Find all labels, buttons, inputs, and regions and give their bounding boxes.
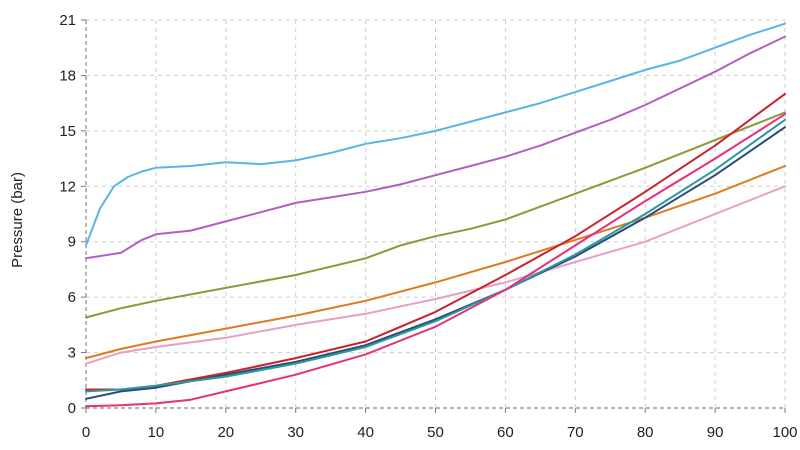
- y-tick-label-3: 9: [68, 234, 76, 251]
- series-line-4: [85, 165, 786, 360]
- x-tick-labels: 0 10 20 30 40 50 60 70 80 90 100: [82, 424, 798, 441]
- y-tick-label-1: 3: [68, 345, 76, 362]
- x-tick-label-5: 50: [427, 424, 444, 441]
- x-tick-label-2: 20: [217, 424, 234, 441]
- x-tick-label-6: 60: [497, 424, 514, 441]
- series-line-7: [85, 126, 786, 400]
- y-tick-labels: 0 3 6 9 12 15 18 21: [59, 12, 76, 417]
- y-tick-label-2: 6: [68, 289, 76, 306]
- x-tick-label-3: 30: [287, 424, 304, 441]
- y-axis-title: Pressure (bar): [9, 172, 26, 268]
- x-tick-label-7: 70: [567, 424, 584, 441]
- series-line-8: [85, 118, 786, 393]
- y-tick-label-6: 18: [59, 67, 76, 84]
- series-line-1: [85, 22, 786, 247]
- series-line-5: [85, 185, 786, 365]
- x-tick-label-1: 10: [148, 424, 165, 441]
- x-tick-label-8: 80: [637, 424, 654, 441]
- y-tick-label-7: 21: [59, 12, 76, 29]
- y-tick-label-4: 12: [59, 178, 76, 195]
- y-tick-label-5: 15: [59, 123, 76, 140]
- series-line-3: [85, 111, 786, 319]
- x-tick-label-0: 0: [82, 424, 90, 441]
- x-tick-label-10: 100: [772, 424, 797, 441]
- x-tick-label-4: 40: [357, 424, 374, 441]
- series-group: [85, 22, 786, 408]
- axes: [81, 19, 786, 413]
- x-tick-label-9: 90: [707, 424, 724, 441]
- series-line-9: [85, 113, 786, 408]
- series-line-2: [85, 35, 786, 260]
- y-tick-label-0: 0: [68, 400, 76, 417]
- grid: [86, 19, 786, 408]
